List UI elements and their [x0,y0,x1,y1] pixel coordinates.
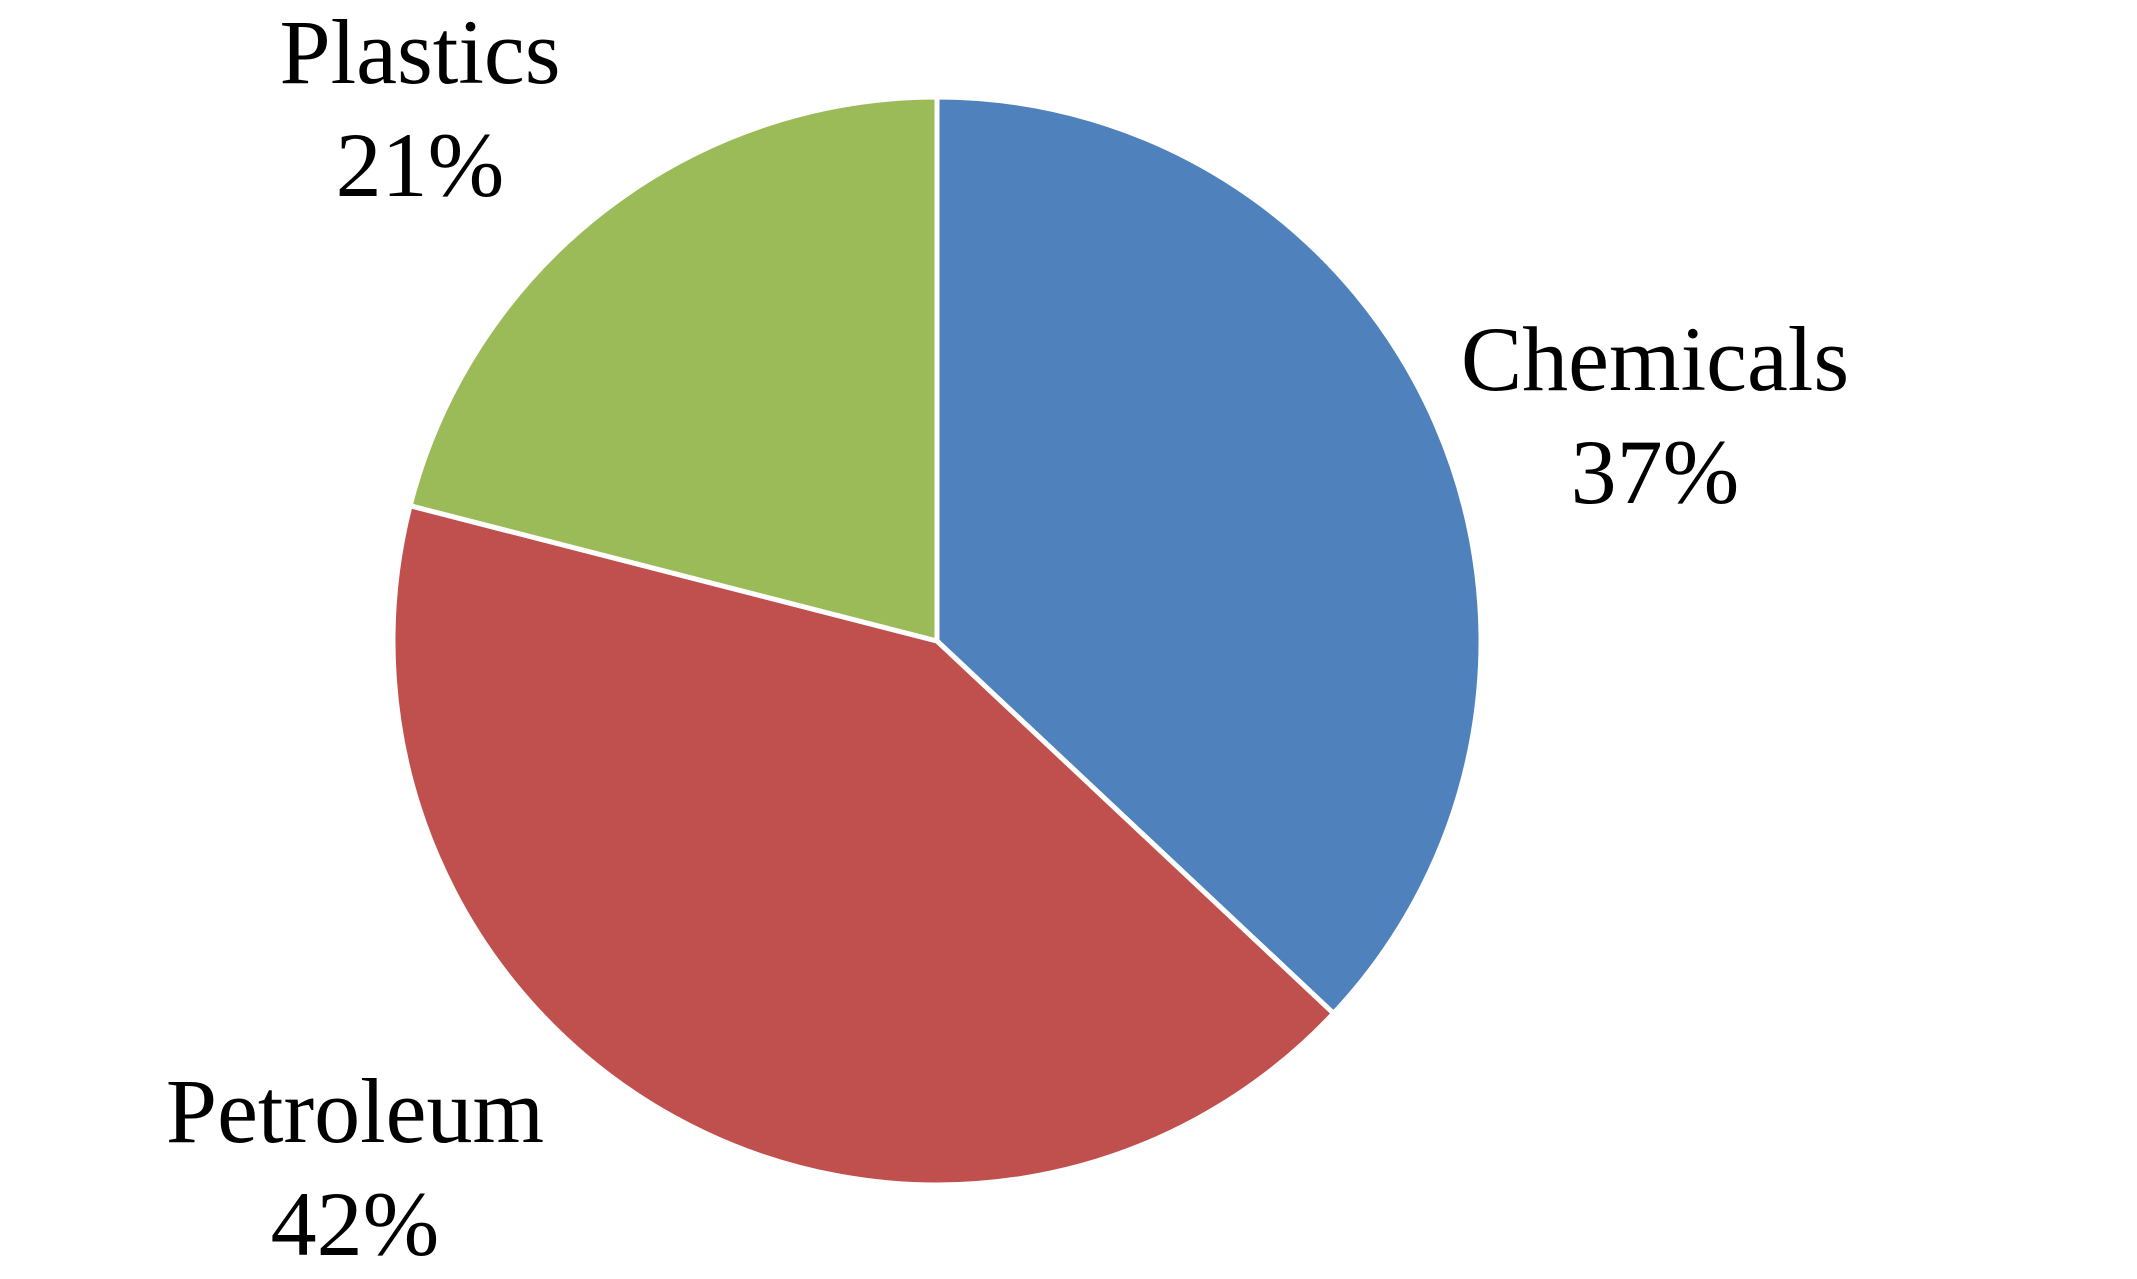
slice-label: Plastics [279,1,560,103]
value-label: 21% [336,114,505,216]
slice-label: Petroleum [166,1060,544,1162]
pie-slice [407,94,940,644]
pie-slice [934,94,1484,1016]
pie-slice [390,503,1337,1188]
value-label: 42% [271,1173,440,1275]
slice-label: Chemicals [1461,308,1849,410]
value-label: 37% [1571,421,1740,523]
